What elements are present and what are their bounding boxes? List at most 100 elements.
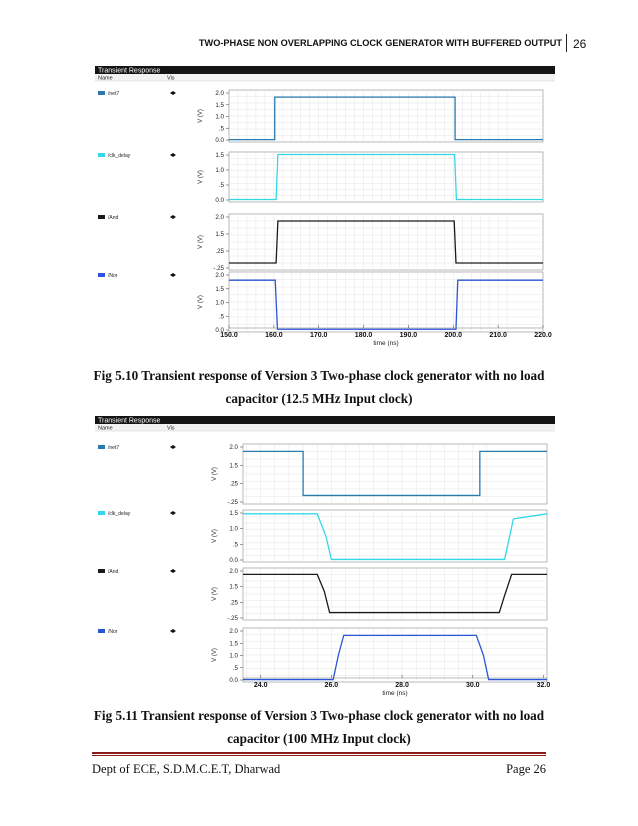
visibility-eye-icon[interactable] xyxy=(170,629,176,633)
y-tick-label: 2.0 xyxy=(215,90,224,97)
y-tick-label: 1.0 xyxy=(229,526,238,533)
header-separator xyxy=(566,34,567,52)
window-title-bar[interactable] xyxy=(95,416,555,424)
caption-line-2: capacitor (12.5 MHz Input clock) xyxy=(225,391,413,406)
series-name-label: /clk_delay xyxy=(108,153,131,159)
y-tick-label: .25 xyxy=(229,599,238,606)
x-tick-label: 32.0 xyxy=(537,682,551,689)
series-swatch xyxy=(98,445,105,449)
column-header-vis: Vis xyxy=(167,426,175,432)
x-tick-label: 160.0 xyxy=(265,332,283,339)
column-header-row xyxy=(95,74,555,81)
visibility-eye-icon[interactable] xyxy=(170,91,176,95)
visibility-eye-icon[interactable] xyxy=(170,511,176,515)
waveform-trace xyxy=(243,573,547,614)
series-swatch xyxy=(98,629,105,633)
y-tick-label: 2.0 xyxy=(229,568,238,575)
series-name-label: /Nor xyxy=(108,629,118,635)
y-tick-label: 1.0 xyxy=(215,300,224,307)
y-tick-label: 1.5 xyxy=(229,584,238,591)
series-name-label: /And xyxy=(108,215,119,221)
x-tick-label: 30.0 xyxy=(466,682,480,689)
figure-5-10-caption: Fig 5.10 Transient response of Version 3… xyxy=(0,364,638,410)
signal-panel: /Nor 2.0 1.5 1.0 .5 0.0 V (V) xyxy=(98,627,548,684)
footer-page: Page 26 xyxy=(506,762,546,776)
column-header-name: Name xyxy=(98,76,113,82)
series-swatch xyxy=(98,569,105,573)
y-axis-unit-label: V (V) xyxy=(212,648,218,662)
y-tick-label: 1.5 xyxy=(215,102,224,109)
visibility-eye-icon[interactable] xyxy=(170,273,176,277)
y-axis-unit-label: V (V) xyxy=(198,109,204,123)
y-tick-label: 1.0 xyxy=(215,167,224,174)
y-tick-label: .5 xyxy=(233,541,239,548)
x-tick-label: 200.0 xyxy=(445,332,463,339)
footer-rule-thin xyxy=(92,755,546,756)
series-swatch xyxy=(98,273,105,277)
waveform-trace xyxy=(243,450,547,497)
y-tick-label: .5 xyxy=(233,665,239,672)
visibility-eye-icon[interactable] xyxy=(170,153,176,157)
x-tick-label: 150.0 xyxy=(220,332,238,339)
series-name-label: /net7 xyxy=(108,445,119,451)
x-tick-label: 190.0 xyxy=(400,332,418,339)
caption-line-1: Fig 5.10 Transient response of Version 3… xyxy=(93,368,545,383)
y-tick-label: 1.5 xyxy=(215,152,224,159)
column-header-name: Name xyxy=(98,426,113,432)
x-tick-label: 26.0 xyxy=(325,682,339,689)
series-swatch xyxy=(98,153,105,157)
signal-panel: /And 2.0 1.5 .25 -.25 V (V) xyxy=(98,213,544,272)
y-tick-label: 2.0 xyxy=(215,214,224,221)
y-tick-label: -.25 xyxy=(213,265,224,272)
column-header-vis: Vis xyxy=(167,76,175,82)
signal-panel: /clk_delay 1.5 1.0 .5 0.0 V (V) xyxy=(98,509,548,564)
visibility-eye-icon[interactable] xyxy=(170,445,176,449)
signal-panel: /net7 2.0 1.5 .25 -.25 V (V) xyxy=(98,443,548,506)
y-tick-label: 1.5 xyxy=(215,231,224,238)
y-tick-label: -.25 xyxy=(227,499,238,506)
signal-panel: /And 2.0 1.5 .25 -.25 V (V) xyxy=(98,567,548,622)
x-tick-label: 24.0 xyxy=(254,682,268,689)
figure-5-11: Transient Response Name Vis/net7 2.0 1.5 .25 -… xyxy=(95,416,555,698)
x-tick-label: 28.0 xyxy=(395,682,409,689)
x-tick-label: 180.0 xyxy=(355,332,373,339)
y-axis-unit-label: V (V) xyxy=(198,170,204,184)
y-tick-label: .25 xyxy=(215,248,224,255)
visibility-eye-icon[interactable] xyxy=(170,569,176,573)
series-name-label: /net7 xyxy=(108,91,119,97)
series-name-label: /And xyxy=(108,569,119,575)
footer-department: Dept of ECE, S.D.M.C.E.T, Dharwad xyxy=(92,762,281,776)
y-tick-label: 0.0 xyxy=(229,677,238,684)
y-tick-label: 0.0 xyxy=(215,327,224,334)
x-axis-label: time (ns) xyxy=(373,340,398,347)
caption-line-1: Fig 5.11 Transient response of Version 3… xyxy=(93,708,545,723)
series-name-label: /Nor xyxy=(108,273,118,279)
series-name-label: /clk_delay xyxy=(108,511,131,517)
y-tick-label: 2.0 xyxy=(215,272,224,279)
y-tick-label: 1.5 xyxy=(215,286,224,293)
y-axis-unit-label: V (V) xyxy=(212,587,218,601)
y-tick-label: 2.0 xyxy=(229,628,238,635)
waveform-trace xyxy=(243,513,548,561)
y-axis-unit-label: V (V) xyxy=(212,467,218,481)
waveform-trace xyxy=(229,279,543,330)
signal-panel: /net7 2.0 1.5 1.0 .5 0.0 V (V) xyxy=(98,89,544,144)
y-tick-label: 1.5 xyxy=(229,462,238,469)
x-axis-label: time (ns) xyxy=(382,690,407,697)
footer-rule xyxy=(92,752,546,754)
waveform-trace xyxy=(243,634,547,681)
page-header: TWO-PHASE NON OVERLAPPING CLOCK GENERATO… xyxy=(0,34,638,54)
window-title-bar[interactable] xyxy=(95,66,555,74)
header-page-number: 26 xyxy=(573,37,587,51)
x-tick-label: 170.0 xyxy=(310,332,328,339)
caption-line-2: capacitor (100 MHz Input clock) xyxy=(227,731,411,746)
waveform-trace xyxy=(229,153,543,201)
y-axis-unit-label: V (V) xyxy=(212,529,218,543)
y-tick-label: .5 xyxy=(219,313,225,320)
figure-5-11-caption: Fig 5.11 Transient response of Version 3… xyxy=(0,704,638,750)
y-tick-label: 1.0 xyxy=(229,653,238,660)
window-title: Transient Response xyxy=(98,418,160,425)
visibility-eye-icon[interactable] xyxy=(170,215,176,219)
